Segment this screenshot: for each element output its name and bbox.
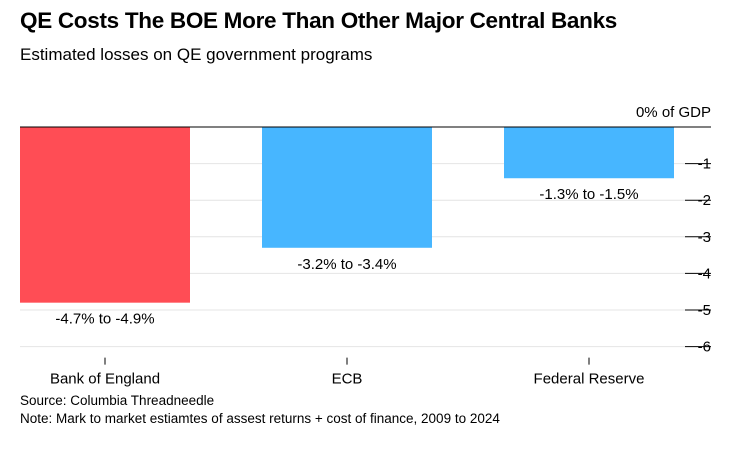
bars: [20, 127, 674, 303]
data-label: -1.3% to -1.5%: [539, 186, 638, 203]
data-labels: -4.7% to -4.9% -3.2% to -3.4% -1.3% to -1.…: [55, 186, 638, 327]
chart-title: QE Costs The BOE More Than Other Major C…: [20, 8, 618, 33]
x-category-label: ECB: [332, 371, 363, 388]
chart-subtitle: Estimated losses on QE government progra…: [20, 45, 373, 64]
bar-ecb: [262, 127, 432, 248]
bar-chart: -4.7% to -4.9% -3.2% to -3.4% -1.3% to -1.…: [20, 104, 711, 388]
data-label: -3.2% to -3.4%: [297, 256, 396, 273]
methodology-note: Note: Mark to market estiamtes of assest…: [20, 411, 500, 426]
x-category-label: Bank of England: [50, 371, 160, 388]
y-unit-label: 0% of GDP: [636, 104, 711, 121]
x-category-label: Federal Reserve: [534, 371, 645, 388]
bar-bank-of-england: [20, 127, 190, 303]
bar-federal-reserve: [504, 127, 674, 179]
footnotes: Source: Columbia Threadneedle Note: Mark…: [20, 392, 500, 428]
source-note: Source: Columbia Threadneedle: [20, 393, 215, 408]
data-label: -4.7% to -4.9%: [55, 311, 154, 328]
